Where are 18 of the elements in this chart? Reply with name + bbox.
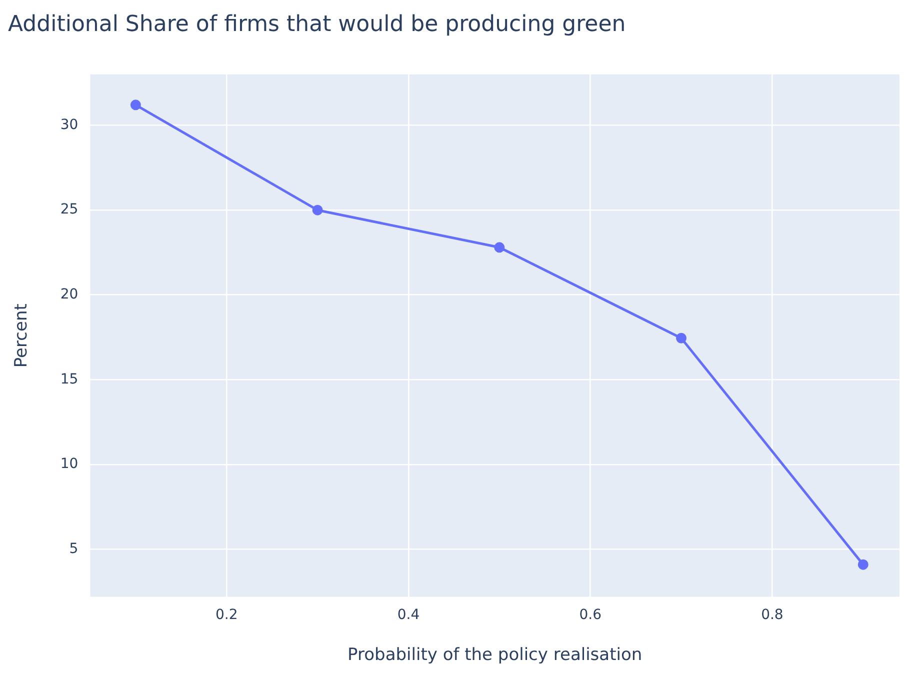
- point: [676, 332, 687, 344]
- point: [130, 100, 141, 110]
- x-tick-label: 0.2: [215, 606, 238, 623]
- x-tick-label: 0.8: [761, 606, 784, 623]
- y-axis-title: Percent: [12, 303, 32, 368]
- y-tick-label: 30: [60, 116, 78, 133]
- x-tick-label: 0.4: [397, 606, 420, 623]
- point: [858, 559, 868, 570]
- chart-title: Additional Share of firms that would be producing green: [8, 12, 626, 37]
- point: [494, 242, 505, 253]
- y-tick-label: 15: [60, 371, 78, 388]
- x-tick-label: 0.6: [579, 606, 602, 623]
- y-tick-label: 5: [69, 540, 78, 557]
- point: [312, 204, 323, 216]
- x-axis-title: Probability of the policy realisation: [348, 645, 642, 666]
- y-tick-label: 20: [60, 286, 78, 303]
- y-tick-label: 10: [60, 456, 78, 472]
- y-tick-label: 25: [60, 202, 78, 218]
